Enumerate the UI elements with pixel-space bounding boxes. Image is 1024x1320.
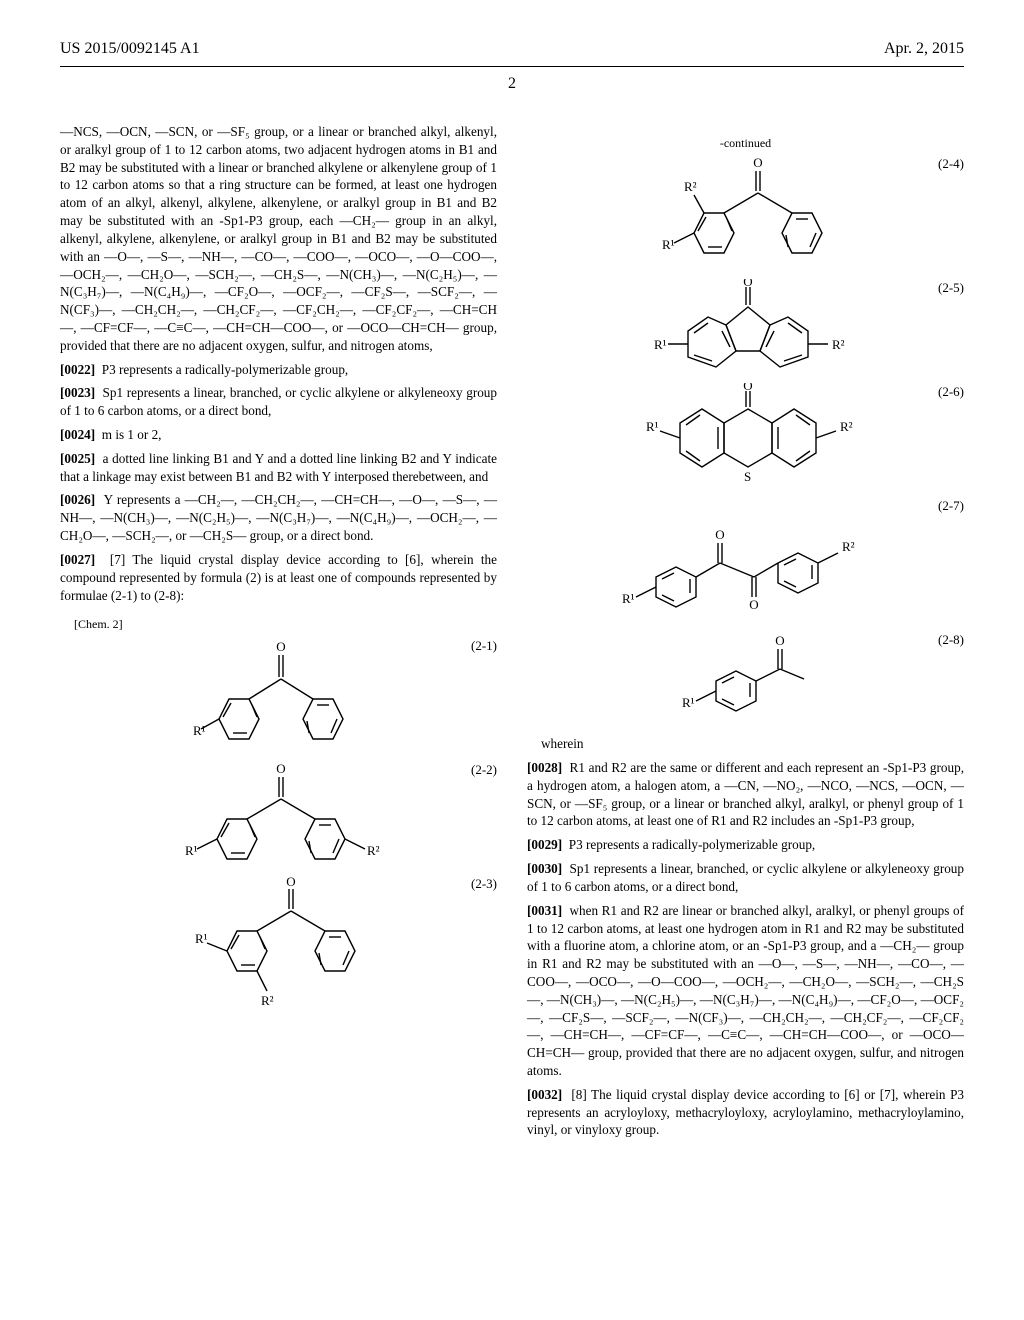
svg-text:R²: R² [832,337,845,352]
structure-2-8: (2-8) O R¹ [527,631,964,731]
structure-2-6: (2-6) O [527,383,964,493]
text-0028: R1 and R2 are the same or different and … [527,760,964,828]
svg-text:R²: R² [367,843,380,858]
text-0027: [7] The liquid crystal display device ac… [60,552,497,603]
svg-text:O: O [775,633,784,648]
num-0026: [0026] [60,492,95,507]
num-0024: [0024] [60,427,95,442]
text-0026: Y represents a —CH₂—, —CH₂CH₂—, —CH=CH—,… [60,492,497,543]
num-0031: [0031] [527,903,562,918]
svg-text:O: O [743,279,752,289]
text-0023: Sp1 represents a linear, branched, or cy… [60,385,497,418]
chem-svg-2-2: O R¹ R² [139,761,419,871]
svg-text:R²: R² [684,179,697,194]
doc-date: Apr. 2, 2015 [884,40,964,58]
formula-num-2-4: (2-4) [938,155,964,173]
para-0029: [0029] P3 represents a radically-polymer… [527,836,964,854]
para-0032: [0032] [8] The liquid crystal display de… [527,1086,964,1139]
para-0022: [0022] P3 represents a radically-polymer… [60,361,497,379]
structure-2-5: (2-5) O [527,279,964,379]
svg-text:R²: R² [261,993,274,1008]
header-rule [60,66,964,67]
text-0022: P3 represents a radically-polymerizable … [102,362,348,377]
structure-2-1: (2-1) [60,637,497,757]
formula-num-2-1: (2-1) [471,637,497,655]
svg-text:O: O [753,155,762,170]
para-0024: [0024] m is 1 or 2, [60,426,497,444]
chem-svg-2-5: O R¹ R² [596,279,896,379]
num-0027: [0027] [60,552,95,567]
svg-text:O: O [276,639,285,654]
chem-svg-2-8: O R¹ [636,631,856,731]
structure-2-2: (2-2) O R¹ R² [60,761,497,871]
text-0030: Sp1 represents a linear, branched, or cy… [527,861,964,894]
svg-text:R¹: R¹ [195,931,208,946]
structure-2-7: (2-7) [527,497,964,627]
doc-number: US 2015/0092145 A1 [60,40,200,58]
num-0025: [0025] [60,451,95,466]
chem-svg-2-6: O S R¹ R² [596,383,896,493]
para-0027: [0027] [7] The liquid crystal display de… [60,551,497,604]
chem-2-label: [Chem. 2] [74,616,497,632]
para-0031: [0031] when R1 and R2 are linear or bran… [527,902,964,1080]
num-0030: [0030] [527,861,562,876]
para-0023: [0023] Sp1 represents a linear, branched… [60,384,497,420]
svg-text:R¹: R¹ [193,723,206,738]
page-number: 2 [60,75,964,93]
structure-2-4: (2-4) O R¹ R² [527,155,964,275]
formula-num-2-2: (2-2) [471,761,497,779]
num-0032: [0032] [527,1087,562,1102]
svg-text:R¹: R¹ [185,843,198,858]
num-0028: [0028] [527,760,562,775]
svg-text:R¹: R¹ [622,591,635,606]
svg-text:R¹: R¹ [646,419,659,434]
num-0023: [0023] [60,385,95,400]
num-0022: [0022] [60,362,95,377]
svg-text:O: O [286,875,295,889]
chem-svg-2-3: O R¹ R² [149,875,409,1015]
text-0031: when R1 and R2 are linear or branched al… [527,903,964,1078]
svg-text:R¹: R¹ [662,237,675,252]
para-0028: [0028] R1 and R2 are the same or differe… [527,759,964,830]
formula-num-2-6: (2-6) [938,383,964,401]
left-column: —NCS, —OCN, —SCN, or —SF₅ group, or a li… [60,123,497,1145]
structure-2-3: (2-3) O R¹ R² [60,875,497,1015]
formula-num-2-5: (2-5) [938,279,964,297]
svg-text:O: O [276,761,285,776]
formula-num-2-7: (2-7) [938,497,964,515]
text-0032: [8] The liquid crystal display device ac… [527,1087,964,1138]
svg-text:S: S [744,469,751,484]
para-0030: [0030] Sp1 represents a linear, branched… [527,860,964,896]
text-0024: m is 1 or 2, [102,427,162,442]
svg-text:O: O [715,527,724,542]
wherein: wherein [527,735,964,753]
continued-label: -continued [527,135,964,151]
text-0025: a dotted line linking B1 and Y and a dot… [60,451,497,484]
para-groups: —NCS, —OCN, —SCN, or —SF₅ group, or a li… [60,123,497,355]
para-0025: [0025] a dotted line linking B1 and Y an… [60,450,497,486]
svg-text:R²: R² [840,419,853,434]
svg-text:R²: R² [842,539,855,554]
svg-text:R¹: R¹ [654,337,667,352]
text-0029: P3 represents a radically-polymerizable … [569,837,815,852]
formula-num-2-3: (2-3) [471,875,497,893]
chem-svg-2-7: O O R¹ R² [586,497,906,627]
num-0029: [0029] [527,837,562,852]
para-0026: [0026] Y represents a —CH₂—, —CH₂CH₂—, —… [60,491,497,544]
svg-text:R¹: R¹ [682,695,695,710]
right-column: -continued (2-4) O [527,123,964,1145]
formula-num-2-8: (2-8) [938,631,964,649]
chem-svg-2-1: O R¹ [159,637,399,757]
svg-text:O: O [749,597,758,612]
svg-text:O: O [743,383,752,393]
chem-svg-2-4: O R¹ R² [606,155,886,275]
